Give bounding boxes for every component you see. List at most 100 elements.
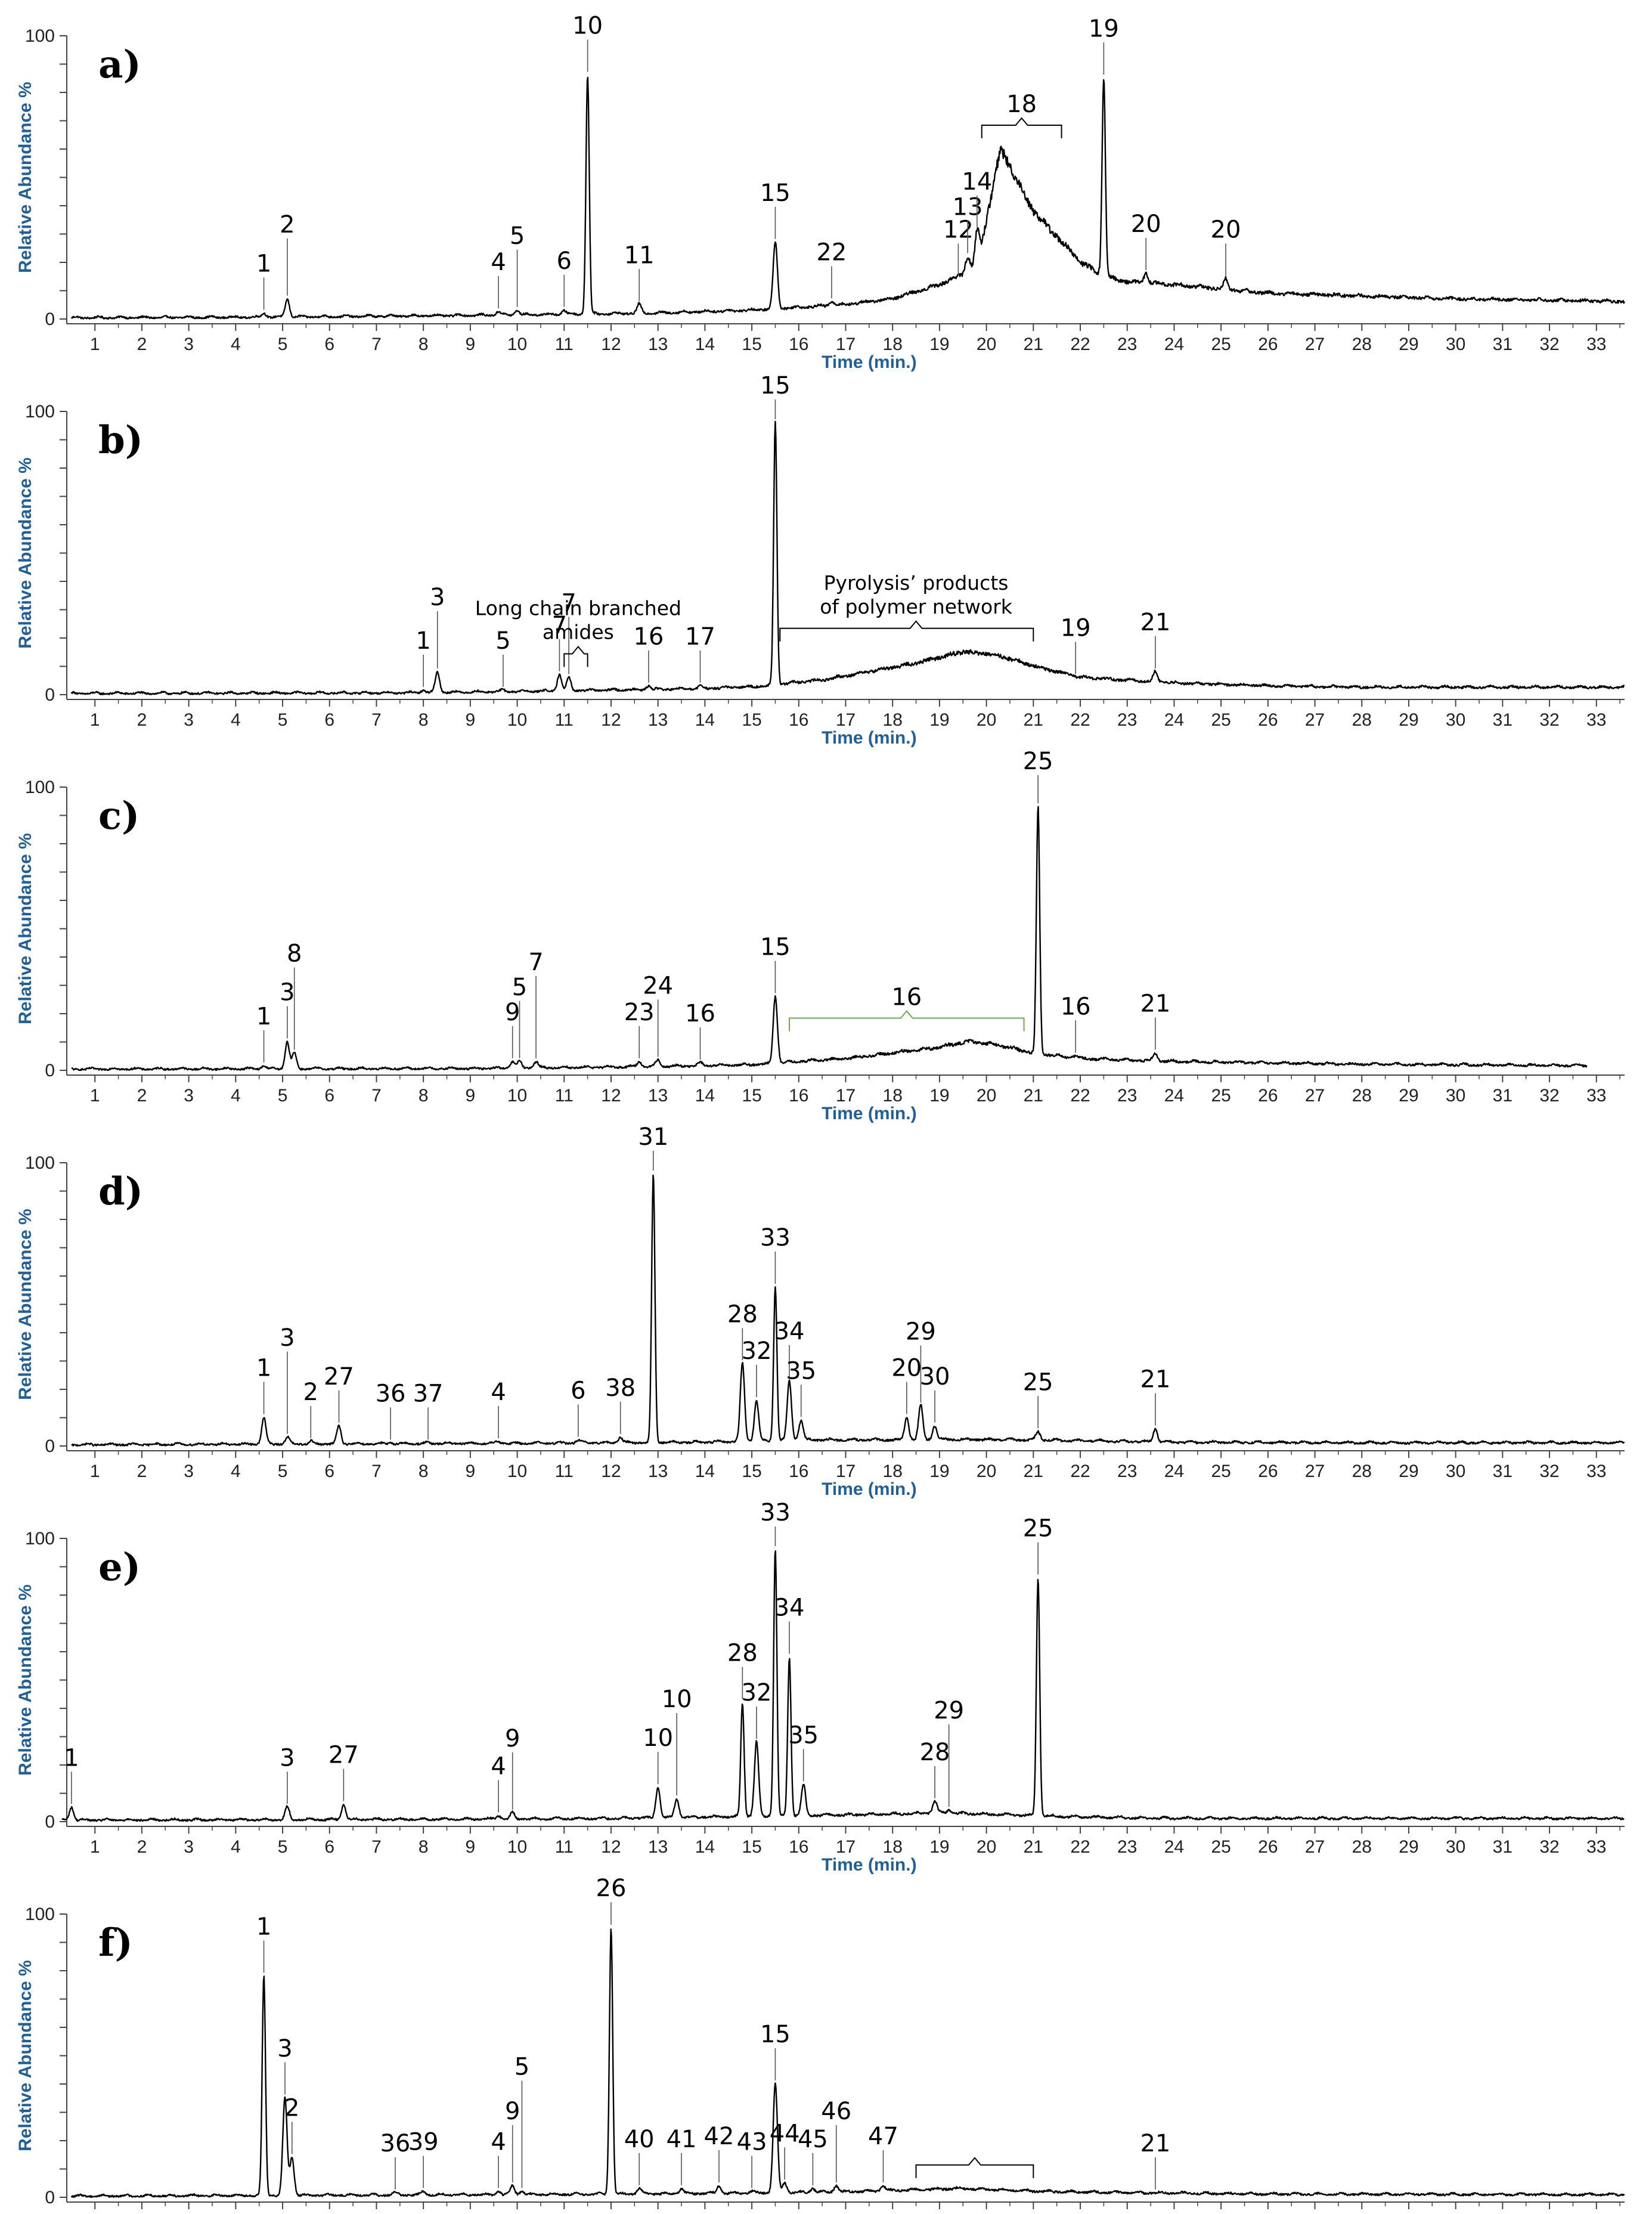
x-tick-label: 10	[507, 1086, 527, 1106]
x-tick-label: 16	[789, 1086, 808, 1106]
x-tick-label: 32	[1539, 335, 1559, 354]
x-tick-label: 5	[278, 2213, 288, 2214]
x-tick-label: 14	[695, 1837, 715, 1857]
x-tick-label: 1	[90, 2213, 100, 2214]
x-tick-label: 25	[1211, 1461, 1231, 1481]
x-tick-label: 27	[1305, 710, 1325, 730]
x-tick-label: 30	[1446, 1461, 1465, 1481]
x-tick-label: 30	[1446, 2213, 1465, 2214]
x-tick-label: 12	[601, 2213, 621, 2214]
peak-label: 44	[770, 2120, 800, 2147]
x-tick-label: 30	[1446, 335, 1465, 354]
x-tick-label: 29	[1399, 2213, 1418, 2214]
annotation-bracket	[981, 117, 1062, 138]
peak-label: 22	[816, 239, 847, 267]
x-tick-label: 2	[137, 710, 147, 730]
x-tick-label: 28	[1352, 1086, 1372, 1106]
x-tick-label: 32	[1539, 2213, 1559, 2214]
x-tick-label: 14	[695, 2213, 715, 2214]
peak-label: 46	[821, 2098, 851, 2125]
x-tick-label: 9	[466, 2213, 476, 2214]
x-tick-label: 6	[324, 1086, 334, 1106]
peak-label: 5	[510, 222, 525, 250]
x-tick-label: 21	[1024, 1086, 1043, 1106]
x-tick-label: 33	[1586, 710, 1606, 730]
x-tick-label: 8	[419, 1837, 429, 1857]
x-tick-label: 33	[1586, 2213, 1606, 2214]
x-tick-label: 7	[371, 710, 382, 730]
x-tick-label: 28	[1352, 2213, 1372, 2214]
peak-label: 38	[605, 1374, 636, 1402]
peak-label: 19	[1061, 615, 1091, 642]
x-tick-label: 4	[231, 1086, 241, 1106]
y-tick-label: 0	[45, 1436, 55, 1456]
y-tick-label: 100	[25, 402, 55, 422]
x-tick-label: 29	[1399, 1461, 1418, 1481]
annotation-bracket	[779, 620, 1034, 642]
x-tick-label: 13	[648, 1837, 668, 1857]
y-tick-label: 0	[45, 309, 55, 329]
x-tick-label: 3	[184, 335, 194, 354]
chromatogram-trace	[71, 1174, 1625, 1447]
x-tick-label: 5	[278, 1461, 288, 1481]
peak-label: 4	[491, 1753, 506, 1781]
x-tick-label: 15	[742, 710, 761, 730]
peak-label: 8	[287, 940, 302, 968]
x-tick-label: 12	[601, 335, 621, 354]
peak-label: 21	[1140, 2130, 1170, 2157]
x-tick-label: 21	[1024, 335, 1043, 354]
peak-label: 27	[324, 1363, 354, 1391]
x-tick-label: 8	[419, 1086, 429, 1106]
peak-label: 35	[786, 1357, 816, 1385]
x-tick-label: 17	[836, 1086, 856, 1106]
peak-label: 2	[284, 2095, 299, 2122]
chromatogram-trace	[70, 1928, 1625, 2198]
x-axis-label: Time (min.)	[822, 1104, 916, 1123]
x-tick-label: 20	[977, 1837, 996, 1857]
peak-label: 31	[638, 1123, 668, 1151]
x-tick-label: 19	[929, 1837, 949, 1857]
y-axis-label: Relative Abundance %	[16, 1584, 35, 1776]
peak-label: 43	[737, 2129, 767, 2156]
x-tick-label: 3	[184, 1837, 194, 1857]
x-tick-label: 9	[466, 335, 476, 354]
annotation-label: Pyrolysis’ products	[824, 571, 1009, 594]
x-tick-label: 10	[507, 710, 527, 730]
x-tick-label: 18	[883, 1086, 903, 1106]
x-tick-label: 20	[977, 1086, 996, 1106]
peak-label: 7	[552, 612, 567, 639]
annotation-label: 18	[1006, 91, 1037, 118]
peak-label: 10	[643, 1724, 673, 1752]
x-tick-label: 1	[90, 710, 100, 730]
x-tick-label: 22	[1070, 1837, 1090, 1857]
annotation-bracket	[789, 1010, 1025, 1032]
x-tick-label: 32	[1539, 1837, 1559, 1857]
peak-label: 3	[280, 1324, 295, 1352]
x-tick-label: 16	[789, 2213, 808, 2214]
peak-label: 19	[1089, 15, 1119, 42]
x-tick-label: 33	[1586, 1086, 1606, 1106]
x-tick-label: 13	[648, 2213, 668, 2214]
x-tick-label: 14	[695, 710, 715, 730]
peak-label: 4	[491, 2129, 506, 2156]
chromatogram-trace	[70, 76, 1625, 320]
peak-label: 16	[685, 1000, 715, 1027]
x-tick-label: 2	[137, 1837, 147, 1857]
peak-label: 35	[788, 1721, 819, 1749]
annotation-bracket	[563, 645, 588, 667]
peak-label: 25	[1023, 1515, 1053, 1543]
peak-label: 47	[868, 2123, 898, 2150]
x-tick-label: 23	[1117, 1837, 1137, 1857]
x-tick-label: 14	[695, 1461, 715, 1481]
x-tick-label: 25	[1211, 1086, 1231, 1106]
x-tick-label: 17	[836, 335, 856, 354]
x-tick-label: 3	[184, 710, 194, 730]
x-tick-label: 32	[1539, 1086, 1559, 1106]
x-tick-label: 28	[1352, 1461, 1372, 1481]
x-tick-label: 17	[836, 2213, 856, 2214]
peak-label: 21	[1140, 990, 1170, 1018]
peak-label: 2	[303, 1379, 318, 1406]
x-tick-label: 27	[1305, 1086, 1325, 1106]
x-tick-label: 14	[695, 335, 715, 354]
